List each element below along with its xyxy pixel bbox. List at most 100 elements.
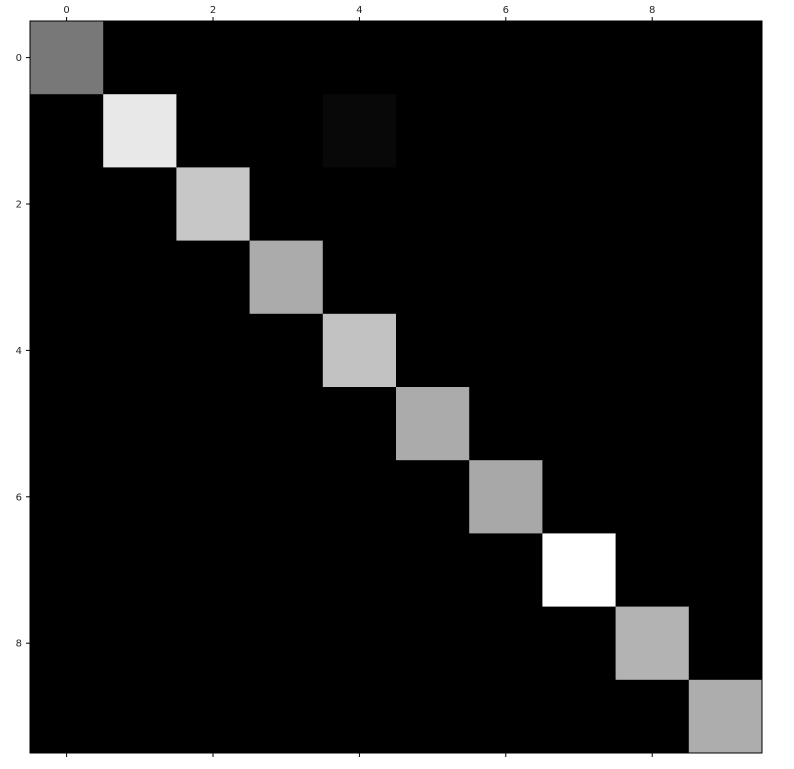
heatmap-cell-r9-c8 <box>615 679 690 754</box>
heatmap-cell-r3-c2 <box>176 240 251 315</box>
heatmap-cell-r7-c7 <box>542 533 617 608</box>
heatmap-cell-r3-c5 <box>396 240 470 315</box>
heatmap-cell-r6-c8 <box>615 460 690 534</box>
heatmap-cell-r3-c6 <box>469 240 543 315</box>
heatmap-cell-r0-c0 <box>30 21 104 95</box>
heatmap-cell-r5-c5 <box>396 387 470 461</box>
heatmap-cell-r5-c4 <box>322 387 397 461</box>
heatmap-cell-r5-c9 <box>688 387 763 461</box>
heatmap-cell-r6-c4 <box>322 460 397 534</box>
heatmap-cell-r3-c0 <box>30 240 104 315</box>
heatmap-cell-r1-c8 <box>615 94 690 168</box>
heatmap-cell-r0-c5 <box>396 21 470 95</box>
heatmap-cell-r8-c0 <box>30 606 104 681</box>
heatmap-cell-r2-c3 <box>249 167 324 242</box>
heatmap-cell-r4-c6 <box>469 313 543 388</box>
heatmap-cell-r7-c8 <box>615 533 690 608</box>
heatmap-cell-r7-c1 <box>103 533 177 608</box>
heatmap-cell-r2-c7 <box>542 167 617 242</box>
heatmap-cell-r9-c2 <box>176 679 251 754</box>
heatmap-cell-r7-c9 <box>688 533 763 608</box>
heatmap-cell-r2-c0 <box>30 167 104 242</box>
heatmap-cell-r9-c4 <box>322 679 397 754</box>
x-tick-label: 4 <box>356 5 362 16</box>
heatmap-cell-r0-c4 <box>322 21 397 95</box>
heatmap-cell-r7-c0 <box>30 533 104 608</box>
heatmap-cell-r5-c7 <box>542 387 617 461</box>
heatmap-cell-r0-c2 <box>176 21 251 95</box>
heatmap-cell-r5-c3 <box>249 387 324 461</box>
heatmap-cell-r7-c3 <box>249 533 324 608</box>
heatmap-cell-r2-c1 <box>103 167 177 242</box>
heatmap-cell-r3-c1 <box>103 240 177 315</box>
heatmap-cell-r2-c2 <box>176 167 251 242</box>
heatmap-cell-r5-c1 <box>103 387 177 461</box>
heatmap-cell-r5-c2 <box>176 387 251 461</box>
heatmap-cell-r4-c0 <box>30 313 104 388</box>
y-tick-label: 4 <box>16 346 22 357</box>
heatmap-cell-r9-c3 <box>249 679 324 754</box>
heatmap-cell-r0-c1 <box>103 21 177 95</box>
plot-frame <box>29 20 763 754</box>
heatmap-cell-r4-c2 <box>176 313 251 388</box>
y-tick-label: 0 <box>16 53 22 64</box>
heatmap-cell-r8-c8 <box>615 606 690 681</box>
heatmap-cell-r7-c5 <box>396 533 470 608</box>
heatmap-cell-r6-c6 <box>469 460 543 534</box>
heatmap-cell-r3-c7 <box>542 240 617 315</box>
heatmap-cell-r1-c4 <box>322 94 397 168</box>
heatmap-cell-r6-c9 <box>688 460 763 534</box>
heatmap-cell-r6-c7 <box>542 460 617 534</box>
heatmap-cell-r8-c6 <box>469 606 543 681</box>
heatmap-cell-r5-c6 <box>469 387 543 461</box>
heatmap-cell-r5-c8 <box>615 387 690 461</box>
heatmap-cell-r9-c0 <box>30 679 104 754</box>
heatmap-cell-r8-c4 <box>322 606 397 681</box>
heatmap-cell-r4-c9 <box>688 313 763 388</box>
heatmap-cell-r1-c9 <box>688 94 763 168</box>
heatmap-cell-r9-c6 <box>469 679 543 754</box>
heatmap-cell-r8-c2 <box>176 606 251 681</box>
heatmap-cells <box>30 21 763 754</box>
heatmap-cell-r0-c8 <box>615 21 690 95</box>
heatmap-cell-r4-c8 <box>615 313 690 388</box>
heatmap-cell-r0-c3 <box>249 21 324 95</box>
heatmap-cell-r2-c4 <box>322 167 397 242</box>
heatmap-cell-r3-c4 <box>322 240 397 315</box>
heatmap-cell-r1-c1 <box>103 94 177 168</box>
heatmap-cell-r7-c2 <box>176 533 251 608</box>
heatmap-cell-r7-c6 <box>469 533 543 608</box>
heatmap-cell-r1-c5 <box>396 94 470 168</box>
heatmap-cell-r6-c1 <box>103 460 177 534</box>
heatmap-cell-r4-c4 <box>322 313 397 388</box>
heatmap-cell-r7-c4 <box>322 533 397 608</box>
heatmap-cell-r5-c0 <box>30 387 104 461</box>
heatmap-cell-r9-c5 <box>396 679 470 754</box>
heatmap-cell-r4-c7 <box>542 313 617 388</box>
y-tick-label: 8 <box>16 639 22 650</box>
heatmap-cell-r8-c9 <box>688 606 763 681</box>
heatmap-cell-r0-c6 <box>469 21 543 95</box>
heatmap-cell-r2-c8 <box>615 167 690 242</box>
heatmap-cell-r4-c3 <box>249 313 324 388</box>
heatmap-cell-r8-c5 <box>396 606 470 681</box>
heatmap-cell-r9-c9 <box>688 679 763 754</box>
heatmap-cell-r2-c9 <box>688 167 763 242</box>
heatmap-cell-r2-c5 <box>396 167 470 242</box>
y-tick-label: 6 <box>16 492 22 503</box>
y-tick-label: 2 <box>16 200 22 211</box>
heatmap-cell-r3-c9 <box>688 240 763 315</box>
x-tick-label: 2 <box>210 5 216 16</box>
heatmap-cell-r9-c1 <box>103 679 177 754</box>
heatmap-cell-r9-c7 <box>542 679 617 754</box>
heatmap-cell-r0-c9 <box>688 21 763 95</box>
x-axis-ticks: 0 2 4 6 8 <box>63 5 655 757</box>
heatmap-cell-r6-c2 <box>176 460 251 534</box>
heatmap-cell-r1-c3 <box>249 94 324 168</box>
heatmap-cell-r1-c2 <box>176 94 251 168</box>
heatmap-cell-r0-c7 <box>542 21 617 95</box>
heatmap-cell-r8-c7 <box>542 606 617 681</box>
heatmap-cell-r8-c1 <box>103 606 177 681</box>
heatmap-cell-r6-c0 <box>30 460 104 534</box>
